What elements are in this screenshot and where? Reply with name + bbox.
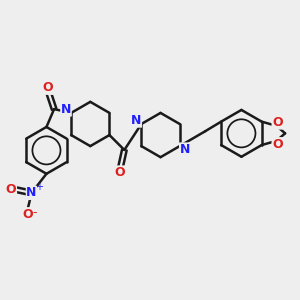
Text: N: N <box>26 186 37 200</box>
Text: O: O <box>272 116 283 129</box>
Text: N: N <box>61 103 71 116</box>
Text: O: O <box>115 166 125 179</box>
Text: O: O <box>22 208 33 221</box>
Text: N: N <box>180 143 190 156</box>
Text: +: + <box>35 182 43 191</box>
Text: -: - <box>33 206 37 219</box>
Text: O: O <box>6 183 16 196</box>
Text: O: O <box>42 81 53 94</box>
Text: N: N <box>131 114 141 127</box>
Text: O: O <box>272 138 283 151</box>
